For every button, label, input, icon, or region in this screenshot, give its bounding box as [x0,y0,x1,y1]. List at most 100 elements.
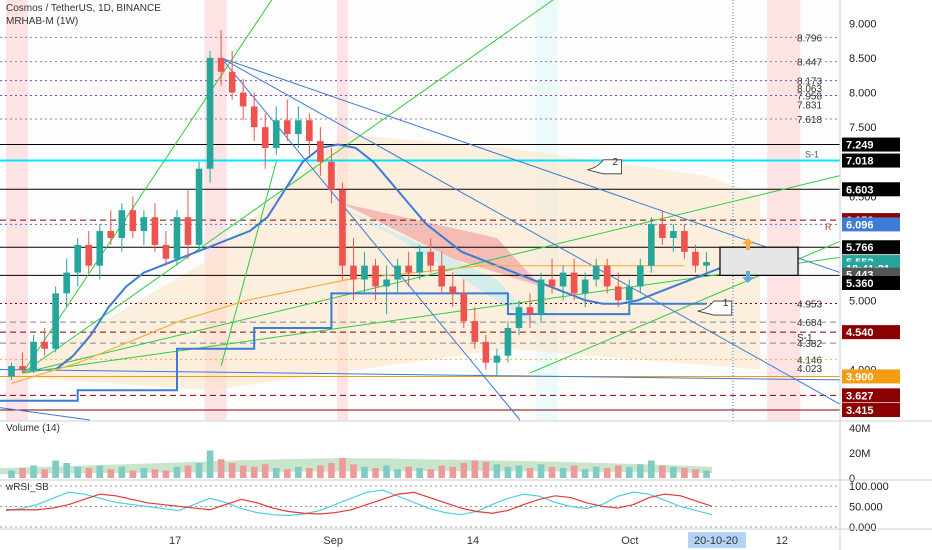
candle-body [140,217,148,232]
candle-body [438,265,446,287]
time-label-2: 14 [467,535,479,547]
volume-bar [670,466,677,478]
level-label-9: S-1 [797,333,813,344]
price-tick-3: 7.500 [849,122,877,134]
volume-bar [681,468,688,478]
level-label-5: 7.831 [797,100,822,111]
volume-bar [559,468,567,478]
price-badge-10: 4.540 [842,325,900,340]
candle-body [383,279,390,287]
candle-body [30,341,37,370]
price-tick-5: 5.000 [849,295,877,307]
volume-tick-2: 0 [849,473,855,485]
volume-bar [592,466,600,478]
level-label-11: 4.146 [797,355,822,366]
candle-body [8,366,15,377]
rsi-title: wRSI_SB [5,482,49,493]
s-label: S-1 [805,150,819,160]
level-label-8: 4.684 [797,318,822,329]
trendline-10 [220,161,277,367]
rsi-fast-line [5,489,713,517]
volume-bar [151,469,159,478]
r-label: R [825,222,832,232]
label-callout [587,159,622,175]
volume-bar [350,464,357,478]
price-badge-0: 7.249 [842,137,900,152]
volume-bar [107,469,115,478]
candle-body [372,265,379,287]
candle-body [184,217,192,245]
candle-body [206,57,214,169]
volume-bar [692,469,699,478]
volume-bar [19,468,26,478]
trendline-5 [220,57,841,274]
candle-body [129,210,137,232]
candle-body [317,141,324,162]
candle-body [250,106,258,128]
volume-bar [8,470,15,478]
volume-bar [548,466,556,478]
price-badges: 7.2497.0186.6036.1586.0965.7665.55218:41… [842,137,900,418]
candle-body [272,120,280,148]
candle-body [614,286,622,301]
volume-bar [438,465,446,478]
level-label-4: 7.958 [797,91,822,102]
volume-bar [703,470,710,478]
volume-bar [537,464,545,478]
candle-body [261,127,269,148]
horizontal-levels [0,0,840,529]
volume-bar [625,466,633,478]
volume-bar [603,468,611,478]
candle-body [670,231,677,238]
volume-bar [295,466,302,478]
volume-bar [482,461,490,478]
candle-body [74,244,82,273]
time-axis[interactable]: 17 Sep 14 Oct 12 20-10-20 [169,532,788,548]
volume-bar [173,466,181,478]
volume-bar [416,468,423,478]
volume-bar [526,468,534,478]
label-text: 2 [612,157,618,168]
candle-body [63,272,70,294]
trendline-1 [22,0,554,374]
candle-body [449,286,457,294]
volume-bar [449,466,457,478]
trendline-0 [22,0,273,374]
volume-bar [250,466,258,478]
volume-bar [648,460,655,478]
volume-bar [129,470,137,478]
rsi-lines [0,485,840,528]
candle-body [416,251,423,273]
volume-bar [460,463,468,478]
badge-text: 5.766 [846,242,874,254]
trendline-9 [0,407,91,421]
candle-body [592,265,600,280]
candle-body [228,71,236,93]
volume-bar [30,465,37,478]
volume-bar [659,465,666,478]
rsi-tick-0: 100.000 [849,481,889,493]
price-axis[interactable]: 9.0008.5008.0007.5006.5005.0004.0008.796… [797,18,877,376]
candle-body [217,57,225,72]
volume-bar [228,463,236,478]
candle-body [581,279,589,294]
volume-axis: 40M 20M 0 [849,423,870,485]
candle-body [339,189,346,266]
badge-text: 3.900 [846,371,874,383]
level-label-6: 7.618 [797,115,822,126]
volume-bar [140,468,148,478]
volume-bar [206,450,214,478]
candle-body [328,161,335,190]
candle-body [350,265,357,280]
price-badge-9: 5.360 [842,275,900,290]
volume-bars [0,450,712,478]
badge-bg [842,217,900,232]
candle-body [471,321,479,342]
cloud-area [11,134,760,391]
bg-band-0 [6,0,29,420]
candle-body [603,265,611,287]
wave-label-2: 2 [587,157,622,175]
date-badge-text: 20-10-20 [694,535,738,547]
price-tick-2: 8.000 [849,88,877,100]
